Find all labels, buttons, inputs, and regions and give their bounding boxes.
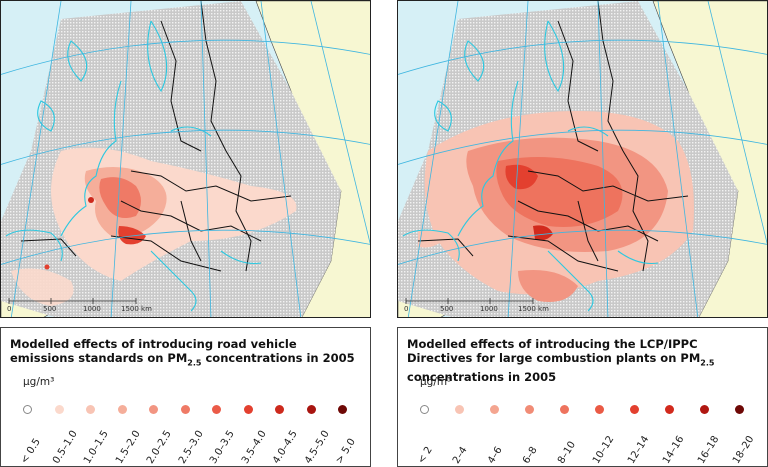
legend-class-label: 3.5–4.0 <box>239 428 269 466</box>
legend-swatch <box>338 405 347 414</box>
legend-swatch <box>665 405 674 414</box>
legend-road-vehicle: Modelled effects of introducing road veh… <box>0 327 371 467</box>
legend-swatch <box>455 405 464 414</box>
legend-swatch <box>525 405 534 414</box>
scale-label-0: 0 <box>7 305 12 313</box>
legend-swatch <box>630 405 639 414</box>
legend-swatch <box>490 405 499 414</box>
legend-class-label: 14–16 <box>661 434 687 466</box>
legend-class-label: < 0.5 <box>19 436 43 466</box>
legend-swatch <box>54 405 64 414</box>
legend-unit: µg/m³ <box>23 376 55 388</box>
legend-swatch <box>595 405 604 414</box>
legend-swatch <box>275 405 284 414</box>
legend-class-label: 2.5–3.0 <box>176 428 206 466</box>
legend-unit: µg/m³ <box>420 376 452 388</box>
legend-class-label: 12–14 <box>626 434 652 466</box>
legend-class-label: 3.0–3.5 <box>208 428 237 466</box>
scale-label-1500: 1500 km <box>518 305 549 313</box>
scale-label-1000: 1000 <box>480 305 498 313</box>
legend-class-label: 6–8 <box>521 444 540 466</box>
legend-swatch <box>700 405 709 414</box>
legend-swatch <box>117 405 127 414</box>
legend-swatch <box>23 405 32 414</box>
legend-swatch <box>560 405 569 414</box>
scale-label-500: 500 <box>43 305 57 313</box>
legend-class-label: 18–20 <box>731 434 757 466</box>
scale-label-0: 0 <box>404 305 409 313</box>
legend-class-label: 16–18 <box>696 434 722 466</box>
legend-class-label: 4.0–4.5 <box>271 428 300 466</box>
legend-class-label: 2–4 <box>451 444 470 466</box>
legend-swatch <box>149 405 158 414</box>
scale-label-1000: 1000 <box>83 305 101 313</box>
map-lcp-ippc-pm25: 0 500 1000 1500 km <box>397 0 768 318</box>
legend-swatch <box>306 405 316 414</box>
legend-swatch <box>180 405 190 414</box>
scale-label-500: 500 <box>440 305 454 313</box>
scale-label-1500: 1500 km <box>121 305 152 313</box>
legend-swatch <box>86 405 95 414</box>
legend-swatch <box>243 405 253 414</box>
legend-swatch <box>420 405 429 414</box>
legend-class-label: 10–12 <box>591 434 617 466</box>
legend-title: Modelled effects of introducing the LCP/… <box>407 337 715 385</box>
legend-title: Modelled effects of introducing road veh… <box>10 337 355 368</box>
legend-class-label: 8–10 <box>556 439 579 466</box>
legend-class-label: 0.5–1.0 <box>50 428 80 466</box>
legend-swatch <box>735 405 744 414</box>
legend-class-label: 4.5–5.0 <box>302 428 332 466</box>
legend-lcp-ippc: Modelled effects of introducing the LCP/… <box>397 327 768 467</box>
legend-class-label: 1.0–1.5 <box>82 428 111 466</box>
legend-class-label: 1.5–2.0 <box>113 428 143 466</box>
legend-class-label: < 2 <box>416 444 435 466</box>
map-road-vehicle-pm25: 0 500 1000 1500 km <box>0 0 371 318</box>
legend-swatch <box>212 405 221 414</box>
legend-class-label: 4–6 <box>486 444 505 466</box>
legend-class-label: > 5.0 <box>334 436 358 466</box>
legend-class-label: 2.0–2.5 <box>145 428 174 466</box>
